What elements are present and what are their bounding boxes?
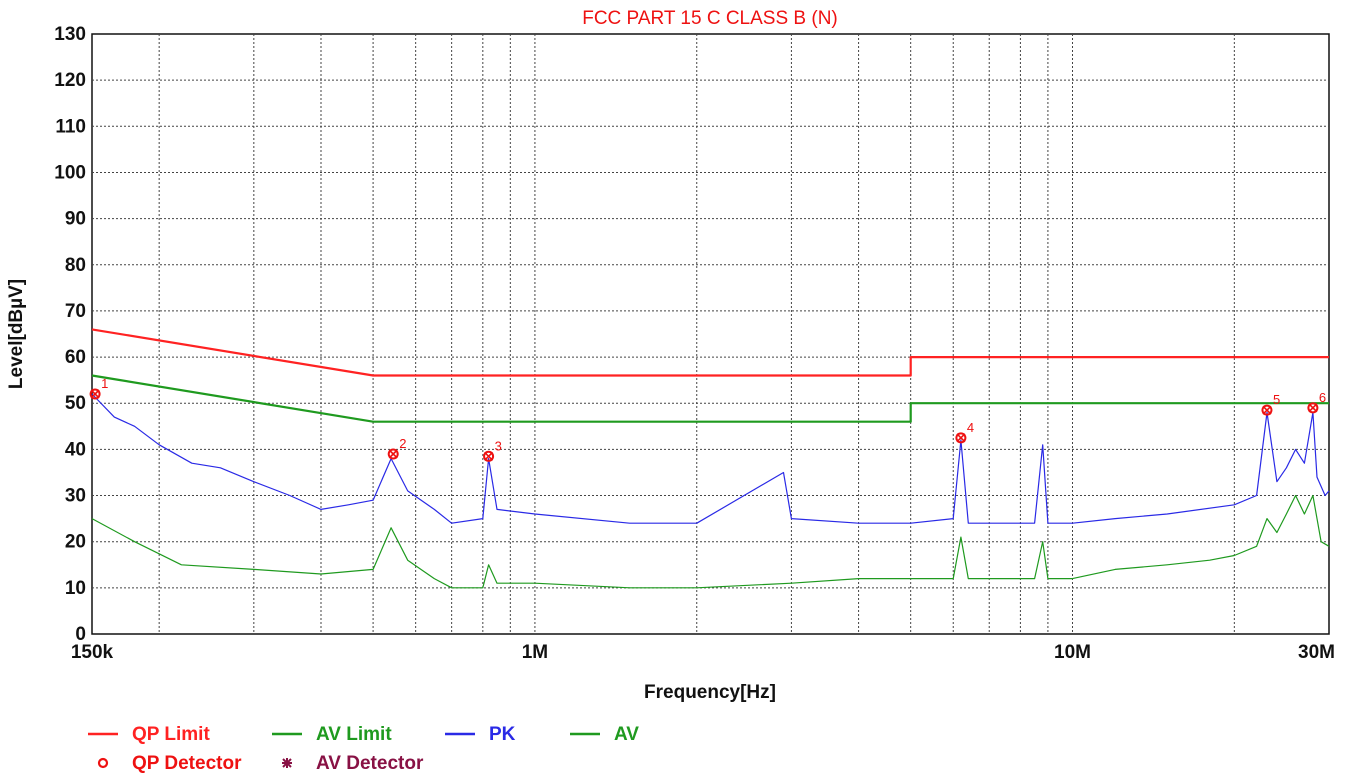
y-tick-label: 50 bbox=[65, 393, 86, 414]
peak-marker-5: 5 bbox=[1261, 392, 1280, 416]
x-axis-title: Frequency[Hz] bbox=[644, 682, 776, 703]
series-av-limit bbox=[91, 374, 1329, 423]
legend-circle-icon bbox=[97, 757, 109, 769]
av-marker-cross bbox=[956, 433, 966, 443]
legend: QP Limit AV Limit PK AV QP Detector AV Detect… bbox=[88, 724, 639, 774]
marker-number: 1 bbox=[101, 376, 108, 391]
legend-label: AV bbox=[614, 724, 639, 745]
y-tick-label: 80 bbox=[65, 255, 86, 276]
av-marker-cross bbox=[1262, 405, 1272, 415]
y-tick-label: 130 bbox=[54, 24, 86, 45]
qp-marker-circle bbox=[1261, 404, 1273, 416]
av-marker-cross bbox=[90, 389, 100, 399]
series-layer bbox=[91, 328, 1330, 589]
marker-number: 6 bbox=[1319, 390, 1326, 405]
y-tick-label: 110 bbox=[55, 116, 86, 137]
series-av bbox=[91, 494, 1330, 589]
peak-marker-4: 4 bbox=[955, 420, 974, 444]
legend-item-av: AV bbox=[570, 724, 639, 745]
qp-marker-circle bbox=[955, 432, 967, 444]
qp-marker-circle bbox=[89, 388, 101, 400]
series-qp-limit bbox=[91, 328, 1329, 377]
legend-label: PK bbox=[489, 724, 516, 745]
peak-marker-3: 3 bbox=[483, 438, 502, 462]
y-axis-title: Level[dBµV] bbox=[6, 279, 27, 389]
y-tick-label: 70 bbox=[65, 301, 86, 322]
y-tick-label: 10 bbox=[65, 578, 86, 599]
x-tick-label: 1M bbox=[522, 642, 548, 663]
y-tick-label: 30 bbox=[65, 486, 86, 507]
x-tick-labels: 150k 1M 10M 30M bbox=[71, 642, 1335, 663]
y-tick-labels: 0 10 20 30 40 50 60 70 80 90 100 110 120 130 bbox=[54, 24, 86, 645]
legend-item-av-detector: AV Detector bbox=[282, 753, 424, 774]
x-tick-label: 150k bbox=[71, 642, 114, 663]
chart-title: FCC PART 15 C CLASS B (N) bbox=[582, 8, 838, 29]
y-tick-label: 100 bbox=[54, 162, 86, 183]
y-tick-label: 60 bbox=[65, 347, 86, 368]
y-tick-label: 0 bbox=[75, 624, 86, 645]
marker-number: 4 bbox=[967, 420, 974, 435]
peak-marker-1: 1 bbox=[89, 376, 108, 400]
qp-marker-circle bbox=[1307, 402, 1319, 414]
peak-marker-6: 6 bbox=[1307, 390, 1326, 414]
legend-item-qp-detector: QP Detector bbox=[97, 753, 242, 774]
qp-marker-circle bbox=[387, 448, 399, 460]
peak-marker-2: 2 bbox=[387, 436, 406, 460]
av-marker-cross bbox=[388, 449, 398, 459]
qp-marker-circle bbox=[483, 450, 495, 462]
y-tick-label: 40 bbox=[65, 439, 86, 460]
grid bbox=[92, 34, 1329, 634]
y-tick-label: 90 bbox=[65, 209, 86, 230]
legend-label: QP Detector bbox=[132, 753, 242, 774]
legend-item-qp-limit: QP Limit bbox=[88, 724, 210, 745]
plot-area bbox=[91, 33, 1330, 635]
x-tick-label: 30M bbox=[1298, 642, 1335, 663]
legend-star-icon bbox=[282, 758, 292, 768]
series-pk bbox=[91, 393, 1330, 524]
marker-number: 2 bbox=[399, 436, 406, 451]
marker-number: 3 bbox=[495, 438, 502, 453]
x-tick-label: 10M bbox=[1054, 642, 1091, 663]
legend-item-av-limit: AV Limit bbox=[272, 724, 392, 745]
y-tick-label: 120 bbox=[54, 70, 86, 91]
y-tick-label: 20 bbox=[65, 532, 86, 553]
av-marker-cross bbox=[1308, 403, 1318, 413]
marker-number: 5 bbox=[1273, 392, 1280, 407]
legend-item-pk: PK bbox=[445, 724, 516, 745]
av-marker-cross bbox=[484, 451, 494, 461]
legend-label: AV Limit bbox=[316, 724, 392, 745]
legend-label: QP Limit bbox=[132, 724, 210, 745]
marker-layer: 1 2 3 4 5 6 bbox=[89, 376, 1326, 462]
legend-label: AV Detector bbox=[316, 753, 424, 774]
